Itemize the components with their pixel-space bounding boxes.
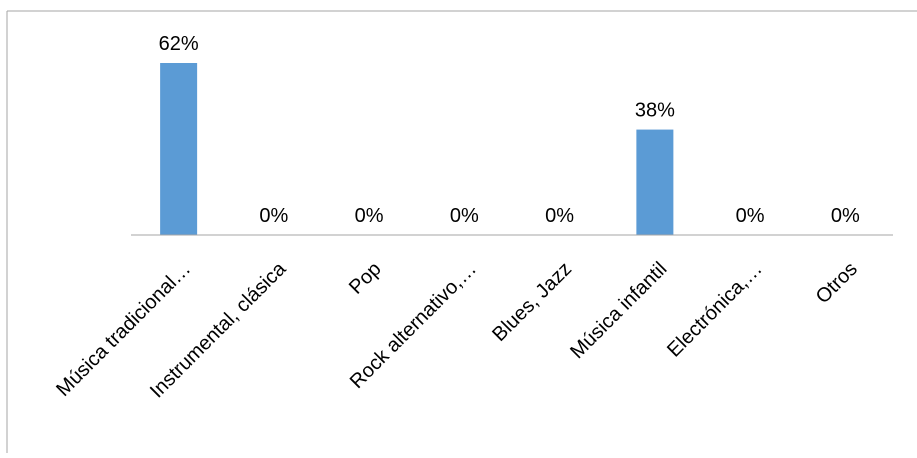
category-labels-layer: Música tradicional…Instrumental, clásica…: [52, 257, 862, 402]
category-label-6: Música infantil: [566, 258, 671, 363]
value-label-6: 38%: [635, 100, 675, 122]
value-label-1: 62%: [159, 33, 199, 55]
bar-1: [160, 63, 198, 235]
value-label-8: 0%: [831, 205, 860, 227]
value-label-5: 0%: [545, 205, 574, 227]
bars-layer: [160, 63, 674, 235]
value-label-4: 0%: [450, 205, 479, 227]
value-label-7: 0%: [736, 205, 765, 227]
value-labels-layer: 62% 0% 0% 0% 0% 38% 0% 0%: [159, 33, 860, 227]
category-label-7: Electrónica,…: [663, 258, 767, 362]
category-label-3: Pop: [345, 258, 386, 299]
value-label-2: 0%: [259, 205, 288, 227]
bar-6: [636, 129, 674, 235]
value-label-3: 0%: [355, 205, 384, 227]
category-label-8: Otros: [812, 258, 862, 308]
category-label-5: Blues, Jazz: [488, 258, 576, 346]
